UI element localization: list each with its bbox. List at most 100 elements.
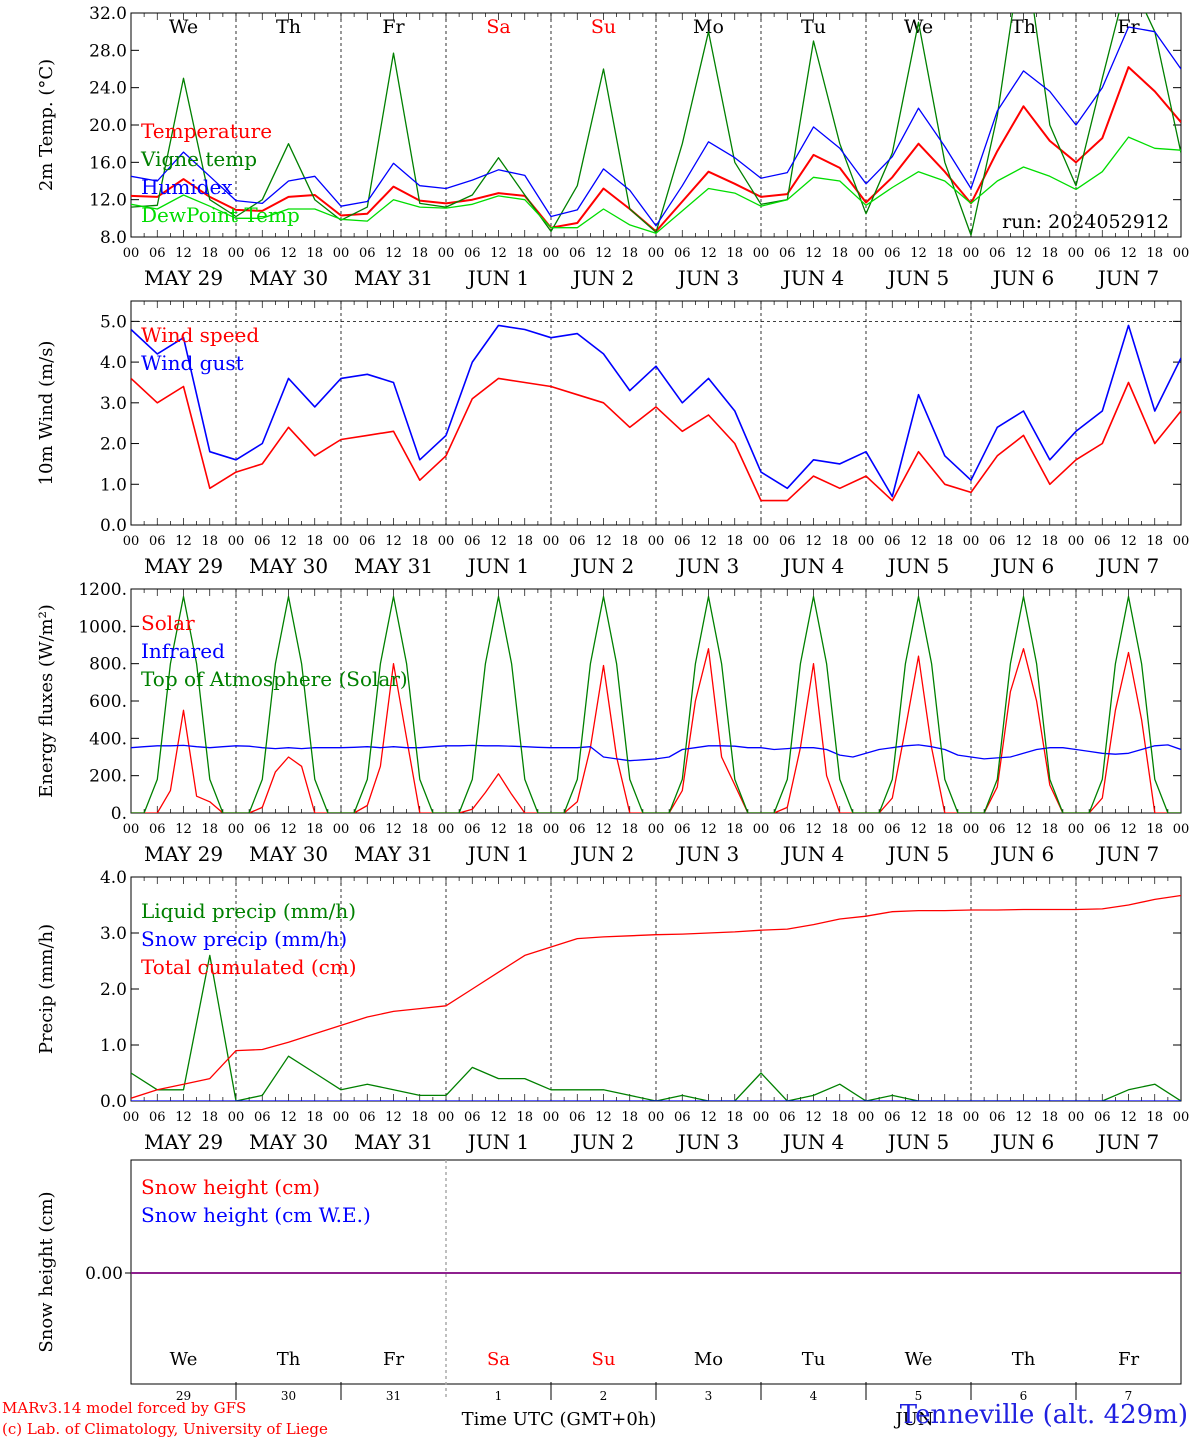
- legend-entry: Solar: [141, 611, 195, 635]
- day-name-label: Th: [276, 16, 301, 38]
- x-date-label: MAY 31: [354, 266, 433, 290]
- x-hour-label: 12: [700, 1110, 717, 1125]
- day-name-label: Fr: [383, 1349, 404, 1370]
- x-day-number: 2: [600, 1389, 608, 1403]
- y-tick-label: 20.0: [89, 116, 127, 136]
- x-day-number: 3: [705, 1389, 713, 1403]
- legend-entry: Snow height (cm W.E.): [141, 1203, 371, 1227]
- x-date-label: MAY 30: [249, 554, 328, 578]
- x-hour-label: 00: [1173, 822, 1190, 837]
- legend-entry: Infrared: [141, 639, 225, 663]
- x-hour-label: 00: [648, 822, 665, 837]
- x-hour-label: 06: [779, 822, 796, 837]
- x-hour-label: 18: [936, 534, 953, 549]
- y-tick-label: 1.0: [100, 1036, 127, 1056]
- x-hour-label: 06: [254, 1110, 271, 1125]
- x-date-label: JUN 4: [781, 1130, 844, 1154]
- x-hour-label: 18: [306, 1110, 323, 1125]
- x-hour-label: 00: [123, 1110, 140, 1125]
- x-hour-label: 00: [123, 246, 140, 261]
- x-hour-label: 18: [831, 822, 848, 837]
- x-hour-label: 12: [175, 246, 192, 261]
- x-date-label: JUN 5: [886, 842, 949, 866]
- y-tick-label: 16.0: [89, 153, 127, 173]
- x-hour-label: 12: [1120, 822, 1137, 837]
- series-line-infrared: [131, 744, 1181, 762]
- x-date-label: JUN 2: [571, 1130, 634, 1154]
- x-hour-label: 06: [254, 822, 271, 837]
- x-date-label: MAY 30: [249, 842, 328, 866]
- x-day-number: 4: [810, 1389, 818, 1403]
- x-hour-label: 12: [175, 822, 192, 837]
- y-tick-label: 600.: [89, 692, 127, 712]
- legend-entry: Wind speed: [141, 323, 259, 347]
- x-hour-label: 06: [1094, 246, 1111, 261]
- x-hour-label: 18: [201, 246, 218, 261]
- x-hour-label: 18: [1146, 822, 1163, 837]
- x-date-label: MAY 29: [144, 554, 223, 578]
- x-hour-label: 06: [1094, 1110, 1111, 1125]
- day-name-label: Th: [1011, 16, 1036, 38]
- y-tick-label: 24.0: [89, 79, 127, 99]
- x-hour-label: 06: [569, 246, 586, 261]
- x-hour-label: 00: [1173, 246, 1190, 261]
- x-hour-label: 12: [280, 246, 297, 261]
- x-day-number: 5: [915, 1389, 923, 1403]
- model-credit: MARv3.14 model forced by GFS: [2, 1399, 247, 1417]
- x-hour-label: 00: [333, 1110, 350, 1125]
- y-axis-title: 2m Temp. (°C): [36, 59, 57, 191]
- x-day-number: 7: [1125, 1389, 1133, 1403]
- day-name-label: We: [170, 1349, 198, 1370]
- x-hour-label: 18: [411, 534, 428, 549]
- day-name-label: Fr: [1118, 1349, 1139, 1370]
- x-date-label: JUN 6: [991, 1130, 1054, 1154]
- x-hour-label: 12: [1120, 1110, 1137, 1125]
- x-hour-label: 00: [333, 534, 350, 549]
- run-label: run: 2024052912: [1002, 211, 1169, 233]
- x-date-label: JUN 5: [886, 554, 949, 578]
- x-hour-label: 00: [1068, 246, 1085, 261]
- x-hour-label: 06: [674, 246, 691, 261]
- y-tick-label: 32.0: [89, 4, 127, 24]
- x-hour-label: 12: [490, 822, 507, 837]
- x-hour-label: 00: [753, 1110, 770, 1125]
- x-date-label: JUN 2: [571, 266, 634, 290]
- x-date-label: JUN 4: [781, 266, 844, 290]
- x-date-label: JUN 5: [886, 266, 949, 290]
- x-hour-label: 06: [149, 534, 166, 549]
- day-name-label: We: [905, 1349, 933, 1370]
- day-name-label: Tu: [801, 16, 826, 38]
- x-hour-label: 18: [1041, 822, 1058, 837]
- x-hour-label: 18: [516, 246, 533, 261]
- x-date-label: JUN 6: [991, 266, 1054, 290]
- x-hour-label: 12: [910, 534, 927, 549]
- x-date-label: JUN 7: [1096, 554, 1159, 578]
- x-date-label: MAY 31: [354, 1130, 433, 1154]
- x-date-label: JUN 1: [466, 554, 529, 578]
- x-date-label: JUN 1: [466, 266, 529, 290]
- x-month-label: JUN: [893, 1409, 933, 1430]
- x-date-label: JUN 7: [1096, 266, 1159, 290]
- x-hour-label: 18: [411, 246, 428, 261]
- x-hour-label: 18: [1041, 246, 1058, 261]
- legend-entry: Humidex: [141, 175, 233, 199]
- x-hour-label: 00: [858, 246, 875, 261]
- x-hour-label: 06: [779, 246, 796, 261]
- x-hour-label: 12: [700, 246, 717, 261]
- x-hour-label: 12: [910, 822, 927, 837]
- y-tick-label: 12.0: [89, 191, 127, 211]
- x-hour-label: 12: [490, 246, 507, 261]
- series-line-wind-speed: [131, 377, 1181, 502]
- x-hour-label: 12: [175, 534, 192, 549]
- x-hour-label: 06: [884, 822, 901, 837]
- x-hour-label: 18: [1041, 1110, 1058, 1125]
- x-hour-label: 06: [884, 1110, 901, 1125]
- y-tick-label: 4.0: [100, 353, 127, 373]
- y-axis-title: 10m Wind (m/s): [36, 341, 57, 486]
- y-tick-label: 0.0: [100, 1092, 127, 1112]
- x-hour-label: 12: [595, 822, 612, 837]
- y-tick-label: 1200.: [78, 580, 127, 600]
- x-hour-label: 18: [726, 1110, 743, 1125]
- y-axis-title: Precip (mm/h): [36, 924, 57, 1054]
- y-axis-title: Snow height (cm): [36, 1191, 57, 1352]
